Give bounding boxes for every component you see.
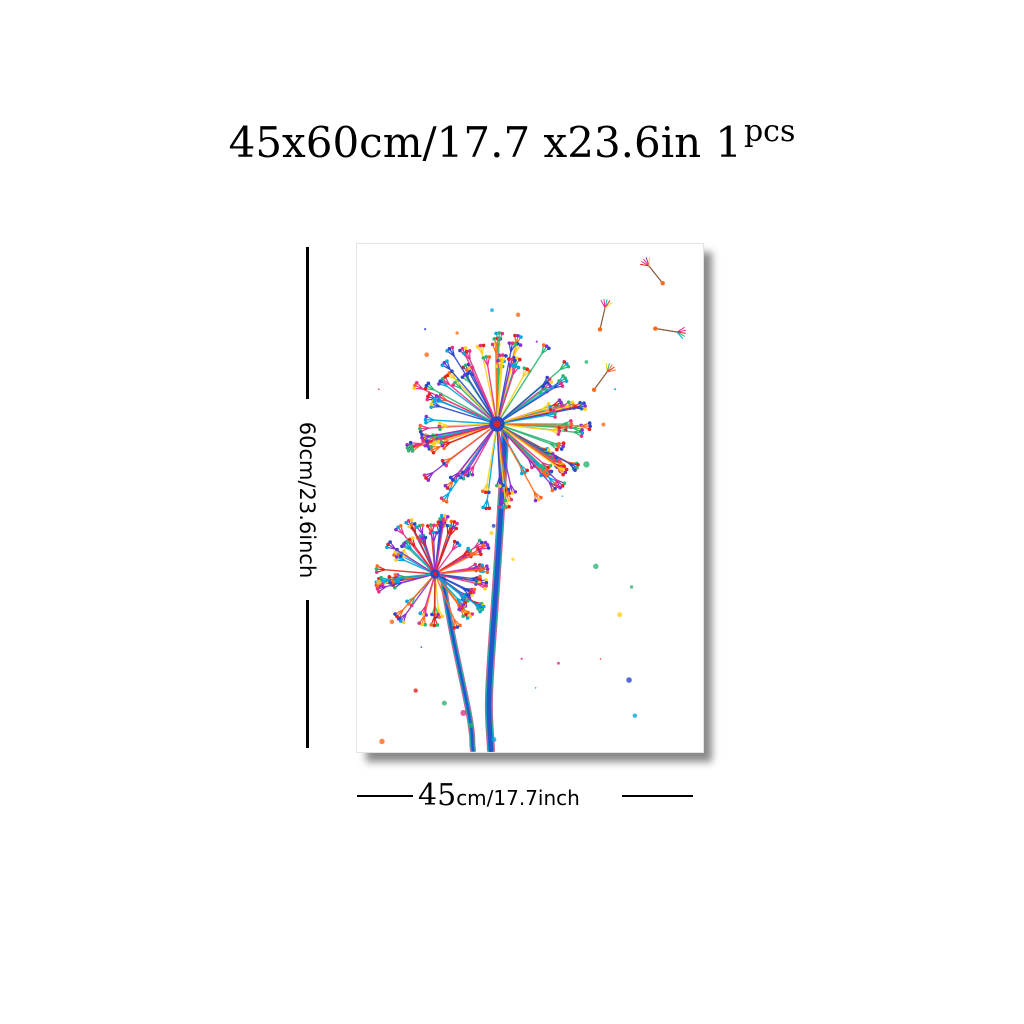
width-number: 45: [418, 778, 457, 813]
height-measure-line-top: [306, 247, 309, 399]
canvas-print: [356, 243, 704, 753]
width-measure-line-left: [357, 795, 413, 797]
width-measure-line-right: [622, 795, 693, 797]
width-unit: cm/17.7inch: [456, 786, 580, 810]
quantity-number: 1: [715, 118, 742, 167]
height-measure-line-bottom: [306, 600, 309, 748]
size-text: 45x60cm/17.7 x23.6in: [228, 118, 702, 167]
dandelion-artwork: [374, 256, 686, 752]
width-label: 45cm/17.7inch: [418, 778, 580, 813]
height-label: 60cm/23.6inch: [295, 421, 319, 579]
size-title: 45x60cm/17.7 x23.6in 1pcs: [0, 114, 1024, 167]
quantity-unit: pcs: [743, 114, 796, 149]
